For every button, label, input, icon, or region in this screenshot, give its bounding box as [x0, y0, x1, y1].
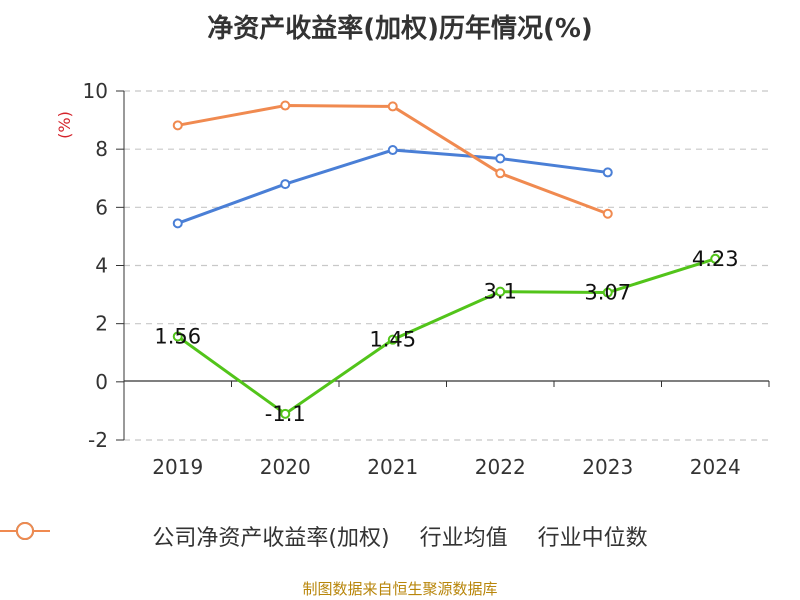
- y-tick-label: 8: [95, 137, 108, 161]
- data-label: -1.1: [265, 402, 306, 426]
- data-label: 3.07: [584, 281, 631, 305]
- series-line: [177, 148, 608, 225]
- legend-label: 公司净资产收益率(加权): [152, 526, 390, 551]
- legend-item-company-roe[interactable]: 公司净资产收益率(加权): [0, 520, 390, 552]
- x-tick-label: 2024: [690, 455, 741, 479]
- x-tick-label: 2020: [260, 455, 311, 479]
- data-label: 1.45: [369, 328, 416, 352]
- legend-item-industry-median[interactable]: 行业中位数: [0, 520, 648, 552]
- chart-title: 净资产收益率(加权)历年情况(%): [207, 14, 593, 44]
- x-tick-label: 2019: [152, 455, 203, 479]
- legend-label: 行业均值: [419, 526, 508, 551]
- y-tick-label: 4: [95, 254, 108, 278]
- data-point: [280, 100, 291, 111]
- data-point: [172, 120, 183, 131]
- data-point: [495, 168, 506, 179]
- data-point: [602, 167, 613, 178]
- legend-item-industry-mean[interactable]: 行业均值: [0, 520, 508, 552]
- data-point: [172, 218, 183, 229]
- data-point: [710, 253, 721, 264]
- x-tick-label: 2022: [475, 455, 526, 479]
- data-point: [495, 153, 506, 164]
- legend: 公司净资产收益率(加权) 行业均值 行业中位数: [0, 520, 800, 552]
- data-point: [387, 145, 398, 156]
- legend-label: 行业中位数: [537, 526, 648, 551]
- data-point: [495, 286, 506, 297]
- data-label: 4.23: [692, 247, 739, 271]
- data-label: 1.56: [154, 324, 201, 348]
- y-tick-label: 10: [83, 79, 108, 103]
- x-tick-label: 2021: [367, 455, 418, 479]
- data-point: [387, 334, 398, 345]
- data-point: [280, 408, 291, 419]
- x-tick-label: 2023: [582, 455, 633, 479]
- series-line: [177, 104, 609, 216]
- legend-line-marker-icon: [0, 522, 50, 540]
- data-source-note: 制图数据来自恒生聚源数据库: [302, 580, 498, 598]
- data-point: [280, 179, 291, 190]
- data-point: [172, 331, 183, 342]
- y-tick-label: 2: [95, 312, 108, 336]
- data-point: [602, 208, 613, 219]
- data-point: [602, 287, 613, 298]
- data-point: [387, 101, 398, 112]
- series-line: [176, 257, 716, 416]
- y-axis-label: (%): [55, 111, 74, 139]
- data-label: 3.1: [484, 280, 517, 304]
- y-tick-label: 0: [95, 370, 108, 394]
- y-tick-label: -2: [88, 428, 108, 452]
- y-tick-label: 6: [95, 195, 108, 219]
